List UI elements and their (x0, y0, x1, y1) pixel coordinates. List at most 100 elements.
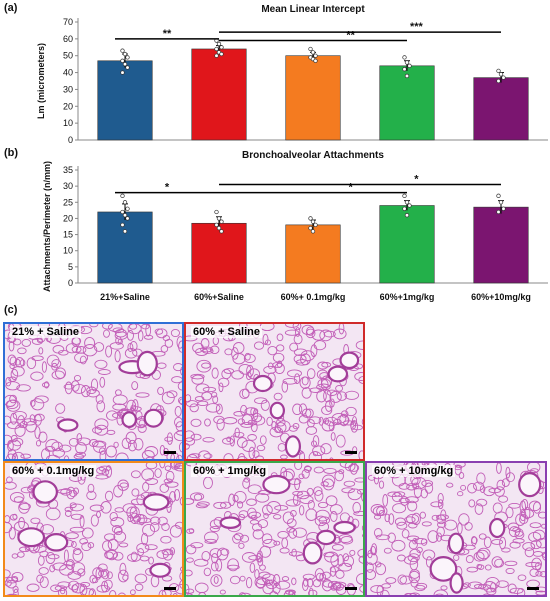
micrograph-label: 60% + 1mg/kg (191, 465, 269, 477)
bar (285, 55, 341, 141)
lung-tissue-image (186, 463, 363, 595)
data-point (125, 55, 130, 60)
data-point (498, 200, 504, 205)
data-point (402, 55, 407, 60)
y-tick-label: 35 (63, 165, 73, 175)
x-category-label: 60%+1mg/kg (380, 292, 435, 302)
data-point (308, 225, 313, 231)
x-category-label: 60%+10mg/kg (471, 292, 531, 302)
data-point (214, 209, 219, 215)
data-point (214, 46, 219, 52)
data-point (120, 193, 125, 198)
significance-label: *** (410, 21, 424, 33)
data-point (219, 51, 224, 57)
y-tick-label: 20 (63, 213, 73, 223)
lung-tissue-image (186, 324, 363, 459)
micrograph-label: 60% + 10mg/kg (372, 465, 456, 477)
panel-label-a: (a) (4, 2, 18, 14)
bar (379, 65, 435, 141)
data-point (214, 222, 219, 228)
bar (473, 206, 529, 284)
data-point (496, 68, 501, 74)
bar (379, 205, 435, 284)
y-tick-label: 0 (68, 278, 73, 288)
y-tick-label: 0 (68, 135, 73, 145)
significance-label: ** (163, 28, 172, 40)
y-axis-label: Lm (micrometers) (36, 43, 46, 119)
data-point (404, 73, 410, 79)
data-point (498, 72, 504, 77)
data-point (216, 41, 222, 47)
data-point (122, 213, 128, 218)
bar (97, 211, 153, 284)
data-point (404, 200, 410, 205)
data-point (310, 229, 316, 234)
y-tick-label: 30 (63, 181, 73, 191)
bar (285, 224, 341, 284)
scale-bar (527, 587, 539, 590)
micrograph-tile: 60% + 10mg/kg (365, 461, 547, 597)
data-point (125, 216, 130, 221)
scale-bar (164, 587, 176, 590)
y-tick-label: 40 (63, 68, 73, 78)
data-point (125, 206, 130, 211)
micrograph-tile: 60% + 1mg/kg (184, 461, 365, 597)
data-point (407, 63, 412, 68)
data-point (122, 200, 128, 205)
lung-tissue-image (367, 463, 545, 595)
data-point (310, 50, 316, 55)
data-point (501, 206, 506, 211)
chart-title: Bronchoalveolar Attachments (242, 150, 384, 161)
data-point (120, 222, 125, 228)
micrograph-label: 21% + Saline (10, 326, 81, 338)
y-axis-label: Attachments/Perimeter (n/mm) (42, 161, 52, 292)
data-point (120, 48, 125, 53)
panel-label-c: (c) (4, 304, 18, 316)
y-tick-label: 70 (63, 17, 73, 27)
bar (191, 222, 247, 284)
scale-bar (345, 451, 357, 454)
data-point (402, 67, 407, 72)
y-tick-label: 15 (63, 230, 73, 240)
data-point (496, 78, 501, 84)
data-point (404, 213, 410, 218)
data-point (313, 58, 318, 63)
bar (191, 48, 247, 141)
scale-bar (345, 587, 357, 590)
data-point (310, 219, 316, 224)
y-tick-label: 50 (63, 51, 73, 61)
significance-label: * (414, 174, 419, 186)
micrograph-tile: 21% + Saline (3, 322, 184, 461)
data-point (219, 219, 224, 224)
data-point (120, 58, 125, 63)
data-point (219, 229, 224, 234)
bar (97, 60, 153, 141)
y-tick-label: 5 (68, 262, 73, 272)
x-category-label: 21%+Saline (100, 292, 150, 302)
y-tick-label: 10 (63, 118, 73, 128)
significance-label: * (348, 182, 353, 194)
data-point (216, 216, 222, 221)
micrograph-tile: 60% + 0.1mg/kg (3, 461, 184, 597)
micrograph-label: 60% + 0.1mg/kg (10, 465, 97, 477)
data-point (122, 61, 128, 67)
data-point (496, 209, 501, 215)
data-point (496, 193, 501, 198)
lung-tissue-image (5, 463, 182, 595)
data-point (219, 45, 224, 50)
data-point (214, 53, 219, 58)
data-point (407, 203, 412, 208)
data-point (308, 46, 313, 52)
data-point (402, 193, 407, 198)
micrograph-label: 60% + Saline (191, 326, 262, 338)
data-point (122, 51, 128, 57)
data-point (120, 70, 125, 75)
y-tick-label: 10 (63, 246, 73, 256)
y-tick-label: 60 (63, 34, 73, 44)
data-point (402, 206, 407, 211)
data-point (120, 209, 125, 215)
micrograph-tile: 60% + Saline (184, 322, 365, 461)
data-point (501, 75, 506, 80)
data-point (313, 222, 318, 228)
chart-mean-linear-intercept: Mean Linear Intercept Lm (micrometers) 0 10… (36, 4, 548, 145)
